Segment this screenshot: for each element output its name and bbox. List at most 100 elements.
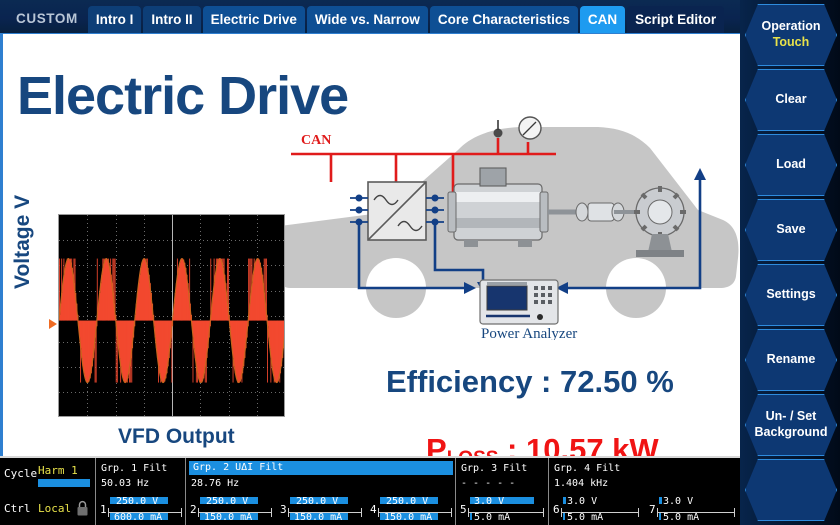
sidebar-button-settings[interactable]: Settings (745, 264, 837, 326)
channel-4-current-bar (380, 513, 438, 520)
sidebar-button-save[interactable]: Save (745, 199, 837, 261)
channel-1-voltage: 250.0 V (116, 496, 159, 507)
channel-1-current: 600.0 mA (114, 512, 163, 523)
channel-2-voltage-bar (200, 497, 258, 504)
sidebar-button-load[interactable]: Load (745, 134, 837, 196)
sidebar-button-save-label: Save (776, 222, 806, 237)
channel-3-voltage-bar (290, 497, 348, 504)
cycle-bar (38, 479, 90, 487)
status-group-1[interactable]: Grp. 1 Filt 50.03 Hz 1 250.0 V 600.0 mA (95, 458, 185, 525)
sidebar-button-clear-label: Clear (775, 92, 807, 107)
power-loss-readout: PLOSS : 10.57 kW (426, 432, 659, 456)
content-area: Electric Drive (0, 33, 740, 456)
cycle-value[interactable]: Harm 1 (38, 464, 78, 477)
status-group-4[interactable]: Grp. 4 Filt 1.404 kHz 6 3.0 V 5.0 mA 7 3… (548, 458, 740, 525)
waveform-scope[interactable] (58, 214, 285, 417)
cycle-label: Cycle (4, 467, 38, 480)
efficiency-readout: Efficiency : 72.50 % (386, 364, 674, 400)
status-channel-3[interactable]: 3 250.0 V 150.0 mA (276, 496, 366, 523)
can-bus-label: CAN (301, 133, 331, 148)
power-loss-prefix: P (426, 432, 447, 456)
status-channel-1[interactable]: 1 250.0 V 600.0 mA (96, 496, 186, 523)
channel-2-number: 2 (190, 503, 197, 516)
group-1-frequency: 50.03 Hz (101, 478, 150, 489)
tab-wide-vs-narrow[interactable]: Wide vs. Narrow (306, 6, 428, 33)
vehicle-diagram: CAN (268, 100, 740, 340)
channel-3-current: 150.0 mA (294, 512, 343, 523)
channel-3-current-bar (290, 513, 348, 520)
channel-6-current: 5.0 mA (567, 512, 604, 523)
sidebar-button-rename[interactable]: Rename (745, 329, 837, 391)
sidebar-button-rename-label: Rename (766, 352, 816, 367)
group-3-name: Grp. 3 Filt (461, 463, 528, 474)
group-4-frequency: 1.404 kHz (554, 478, 609, 489)
sidebar-button-load-label: Load (776, 157, 806, 172)
status-channel-7[interactable]: 7 3.0 V 5.0 mA (645, 496, 741, 523)
status-channel-4[interactable]: 4 250.0 V 150.0 mA (366, 496, 456, 523)
status-channel-6[interactable]: 6 3.0 V 5.0 mA (549, 496, 645, 523)
channel-1-number: 1 (100, 503, 107, 516)
tab-intro-i[interactable]: Intro I (87, 6, 142, 33)
efficiency-value: 72.50 % (560, 364, 674, 399)
lock-icon (77, 500, 88, 516)
tab-script-editor[interactable]: Script Editor (627, 6, 725, 33)
channel-6-voltage-bar (563, 497, 566, 504)
sidebar-button-settings-label: Settings (766, 287, 816, 302)
group-2-highlight-bar (189, 461, 453, 475)
channel-5-current: 5.0 mA (474, 512, 511, 523)
dynamometer (634, 186, 686, 257)
channel-4-voltage-bar (380, 497, 438, 504)
sensor-icons (493, 116, 542, 140)
power-loss-subscript: LOSS (447, 448, 499, 456)
sidebar-button-operation-value: Touch (772, 35, 810, 49)
sidebar-button-set-background-label: Un- / Set Background (754, 409, 828, 439)
channel-4-current: 150.0 mA (384, 512, 433, 523)
channel-2-voltage: 250.0 V (206, 496, 249, 507)
sidebar-button-set-background[interactable]: Un- / Set Background (745, 394, 837, 456)
status-channel-2[interactable]: 2 250.0 V 150.0 mA (186, 496, 276, 523)
scope-y-axis-label: Voltage V (11, 194, 34, 289)
status-group-2[interactable]: Grp. 2 UΔI Filt 28.76 Hz 2 250.0 V 150.0… (185, 458, 455, 525)
power-loss-separator: : (498, 432, 526, 456)
channel-7-voltage-bar (659, 497, 662, 504)
group-4-name: Grp. 4 Filt (554, 463, 621, 474)
tab-can[interactable]: CAN (579, 6, 626, 33)
channel-5-voltage: 3.0 V (474, 496, 505, 507)
channel-7-current-bar (659, 513, 661, 520)
power-loss-value: 10.57 kW (525, 432, 659, 456)
channel-6-voltage: 3.0 V (567, 496, 598, 507)
channel-3-number: 3 (280, 503, 287, 516)
channel-4-voltage: 250.0 V (386, 496, 429, 507)
inverter-block (367, 181, 427, 241)
sidebar-button-clear[interactable]: Clear (745, 69, 837, 131)
ctrl-value[interactable]: Local (38, 502, 72, 515)
channel-4-number: 4 (370, 503, 377, 516)
sidebar-button-operation-label: Operation (761, 19, 821, 34)
channel-7-current: 5.0 mA (663, 512, 700, 523)
group-3-frequency: - - - - - (461, 478, 516, 489)
electric-motor (447, 167, 580, 247)
inverter-input-terminals (350, 194, 368, 226)
channel-6-number: 6 (553, 503, 560, 516)
channel-5-number: 5 (460, 503, 467, 516)
sidebar-button-empty[interactable] (745, 459, 837, 521)
status-channel-5[interactable]: 5 3.0 V 5.0 mA (456, 496, 549, 523)
channel-2-current: 150.0 mA (204, 512, 253, 523)
waveform-trace (59, 257, 284, 384)
channel-2-current-bar (200, 513, 258, 520)
sidebar-button-operation[interactable]: Operation Touch (745, 4, 837, 66)
ctrl-label: Ctrl (4, 502, 31, 515)
measurement-signal-lines (357, 172, 702, 290)
tab-core-characteristics[interactable]: Core Characteristics (429, 6, 578, 33)
tab-intro-ii[interactable]: Intro II (143, 6, 201, 33)
tab-electric-drive[interactable]: Electric Drive (202, 6, 305, 33)
can-bus (291, 138, 556, 220)
group-2-frequency: 28.76 Hz (191, 478, 240, 489)
power-analyzer (479, 279, 559, 325)
channel-1-current-bar (110, 513, 168, 520)
channel-7-number: 7 (649, 503, 656, 516)
status-group-3[interactable]: Grp. 3 Filt - - - - - 5 3.0 V 5.0 mA (455, 458, 548, 525)
channel-6-current-bar (563, 513, 565, 520)
tab-bar: CUSTOM Intro I Intro II Electric Drive W… (0, 0, 740, 33)
